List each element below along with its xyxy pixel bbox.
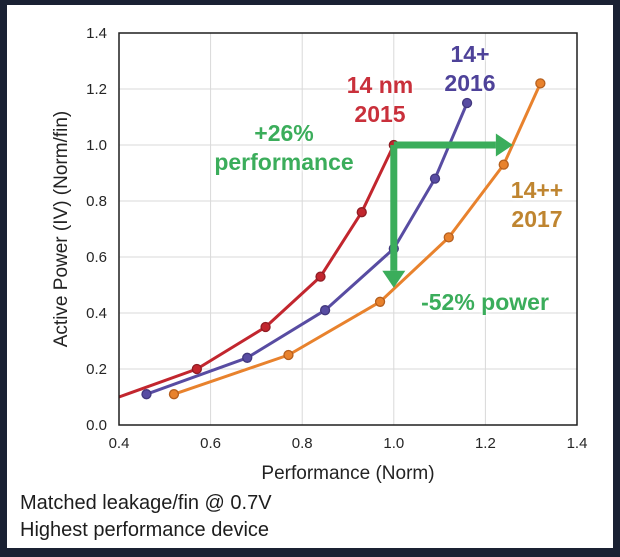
x-axis-title: Performance (Norm) <box>261 463 435 484</box>
power-reduction-arrow-head <box>382 270 406 288</box>
plot-frame <box>118 32 578 426</box>
data-point-marker-14plusplus-2017 <box>498 159 509 170</box>
series-label-14plusplus-2017: 14++ 2017 <box>510 177 564 232</box>
y-tick-label: 1.4 <box>86 25 107 42</box>
series-line-14plus-2016 <box>145 102 469 396</box>
y-tick-label: 0.2 <box>86 361 107 378</box>
series-label-14plus-2016: 14+ 2016 <box>444 41 496 96</box>
data-point-marker-14plusplus-2017 <box>535 78 546 89</box>
data-point-marker-14plus-2016 <box>461 97 473 109</box>
data-point-marker-14plus-2016 <box>141 389 152 400</box>
footer-notes: Matched leakage/fin @ 0.7V Highest perfo… <box>20 490 272 544</box>
y-tick-label: 1.2 <box>86 81 107 98</box>
x-tick-label: 0.8 <box>292 435 313 452</box>
data-point-marker-14plus-2016 <box>242 352 253 363</box>
chart-panel <box>7 5 613 548</box>
y-tick-label: 0.6 <box>86 249 107 266</box>
x-tick-label: 0.4 <box>109 435 130 452</box>
x-tick-label: 1.4 <box>567 435 588 452</box>
footer-note-leakage: Matched leakage/fin @ 0.7V <box>20 492 272 514</box>
series-line-14nm-2015 <box>118 144 396 399</box>
data-point-marker-14plusplus-2017 <box>168 389 180 400</box>
series-label-14nm-2015: 14 nm 2015 <box>346 72 414 127</box>
y-tick-label: 0.0 <box>86 417 107 434</box>
x-tick-label: 1.2 <box>475 435 496 452</box>
x-tick-label: 1.0 <box>383 435 404 452</box>
data-point-marker-14plusplus-2017 <box>443 232 454 243</box>
series-line-14plusplus-2017 <box>173 82 542 396</box>
power-reduction-label: -52% power <box>421 289 549 315</box>
data-point-marker-14plusplus-2017 <box>374 296 386 307</box>
data-point-marker-14plusplus-2017 <box>283 349 294 361</box>
y-tick-label: 1.0 <box>86 137 107 154</box>
performance-gain-label: +26% performance <box>214 120 354 175</box>
data-point-marker-14nm-2015 <box>356 207 367 218</box>
data-point-marker-14nm-2015 <box>315 271 326 282</box>
data-point-marker-14plus-2016 <box>429 173 441 184</box>
y-tick-label: 0.4 <box>86 305 107 322</box>
y-tick-label: 0.8 <box>86 193 107 210</box>
data-point-marker-14nm-2015 <box>260 321 271 333</box>
performance-gain-arrow-head <box>495 133 513 157</box>
y-axis-title: Active Power (IV) (Norm/fin) <box>51 110 72 348</box>
data-point-marker-14plus-2016 <box>319 305 331 316</box>
footer-note-device: Highest performance device <box>20 519 270 541</box>
data-point-marker-14nm-2015 <box>191 363 203 375</box>
x-tick-label: 0.6 <box>200 435 221 452</box>
